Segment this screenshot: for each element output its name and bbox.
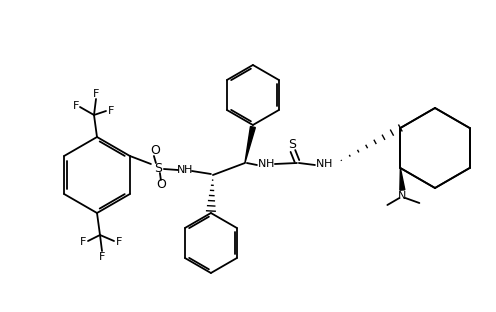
- Text: H: H: [324, 159, 332, 169]
- Text: N: N: [258, 159, 266, 169]
- Text: F: F: [99, 252, 105, 262]
- Text: N: N: [177, 165, 185, 175]
- Text: O: O: [150, 144, 160, 158]
- Text: F: F: [116, 237, 122, 247]
- Text: S: S: [154, 162, 162, 174]
- Text: S: S: [288, 139, 296, 152]
- Text: H: H: [266, 159, 274, 169]
- Text: N: N: [398, 191, 407, 201]
- Polygon shape: [400, 168, 405, 190]
- Text: O: O: [156, 178, 166, 192]
- Text: N: N: [316, 159, 324, 169]
- Text: F: F: [80, 237, 86, 247]
- Polygon shape: [245, 126, 255, 163]
- Text: F: F: [108, 106, 114, 116]
- Text: F: F: [93, 89, 99, 99]
- Text: F: F: [73, 101, 79, 111]
- Text: H: H: [184, 165, 192, 175]
